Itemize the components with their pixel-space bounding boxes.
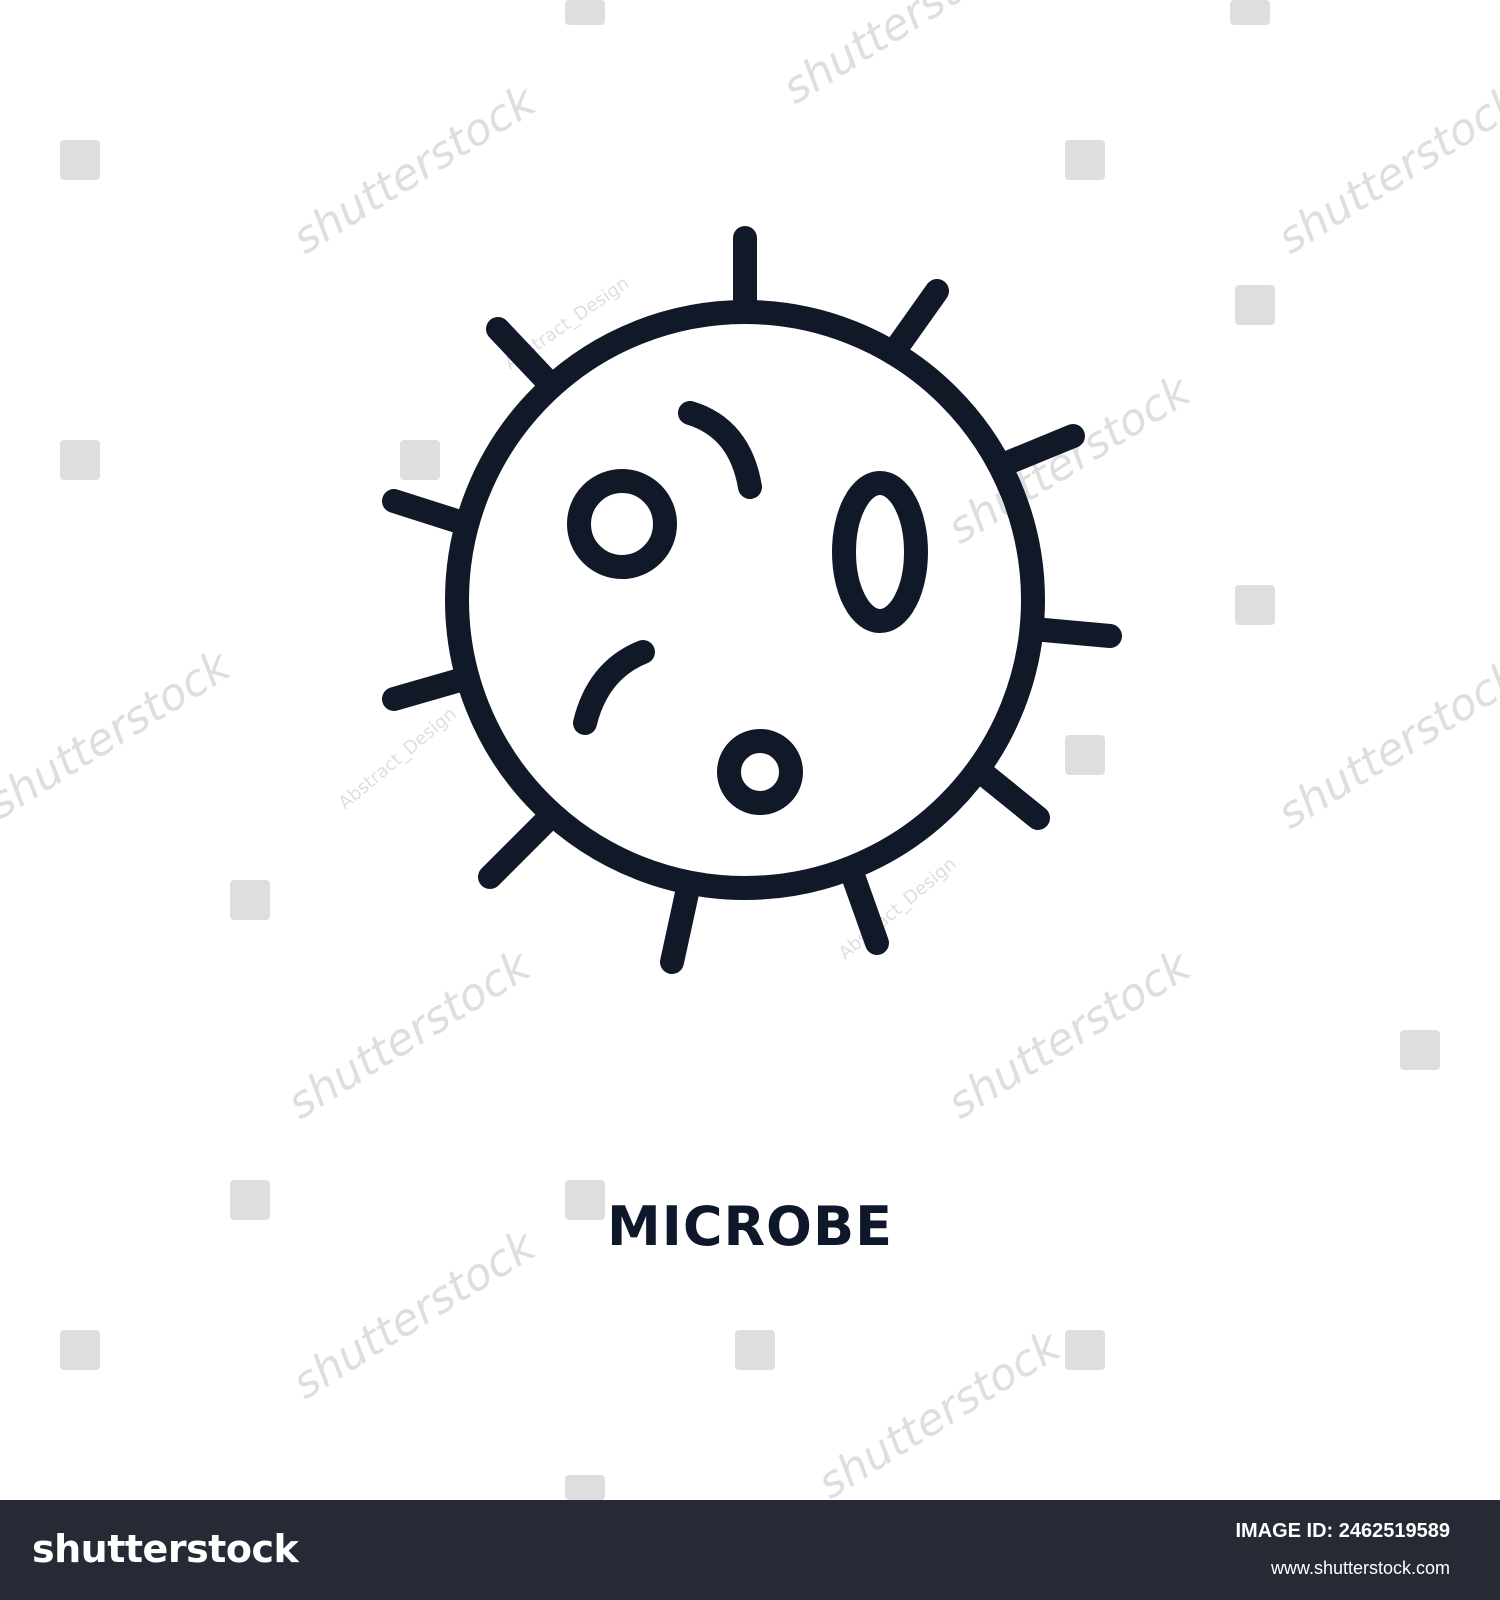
microbe-spike [382,489,478,536]
organelle-arc [573,640,655,735]
microbe-spike [382,666,479,711]
microbe-spike [478,808,559,889]
microbe-spike [1021,617,1122,648]
microbe-icon [382,226,1122,974]
microbe-spike [968,759,1050,830]
microbe-spike [881,279,949,365]
microbe-spike [839,858,889,955]
organelle-ring [567,469,677,579]
brand-logo[interactable]: shutterstock [32,1527,299,1571]
organelle-oval [832,471,928,633]
microbe-spike [486,317,561,395]
microbe-spike [988,424,1085,478]
organelle-arc [678,401,762,499]
organelle-small-ring [717,729,803,815]
stock-footer-bar: shutterstock IMAGE ID: 2462519589 www.sh… [0,1500,1500,1600]
microbe-spike [660,872,701,974]
image-id-label: IMAGE ID: 2462519589 [1235,1520,1450,1542]
icon-caption: MICROBE [607,1195,893,1258]
site-url[interactable]: www.shutterstock.com [1270,1558,1450,1578]
